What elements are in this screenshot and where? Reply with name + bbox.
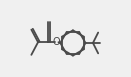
Text: O: O [53, 37, 60, 47]
